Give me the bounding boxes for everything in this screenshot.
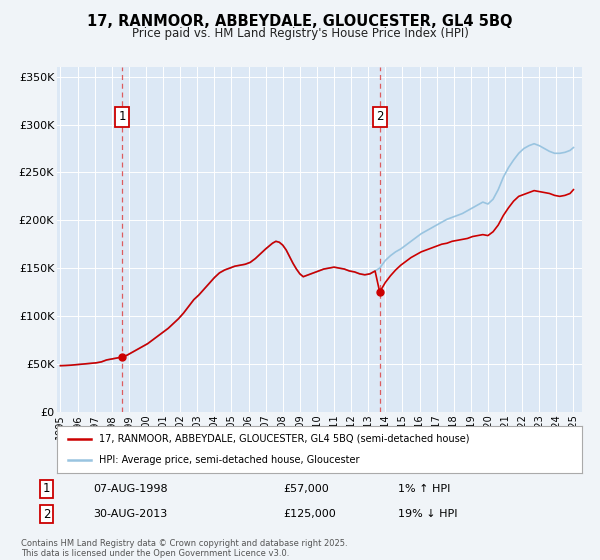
Text: £57,000: £57,000: [283, 484, 329, 494]
Text: £125,000: £125,000: [283, 509, 336, 519]
Text: HPI: Average price, semi-detached house, Gloucester: HPI: Average price, semi-detached house,…: [99, 455, 359, 465]
Text: 07-AUG-1998: 07-AUG-1998: [93, 484, 167, 494]
Text: 2: 2: [43, 508, 50, 521]
Text: 1: 1: [118, 110, 126, 123]
Text: 1% ↑ HPI: 1% ↑ HPI: [398, 484, 451, 494]
Text: 17, RANMOOR, ABBEYDALE, GLOUCESTER, GL4 5BQ: 17, RANMOOR, ABBEYDALE, GLOUCESTER, GL4 …: [87, 14, 513, 29]
Text: 17, RANMOOR, ABBEYDALE, GLOUCESTER, GL4 5BQ (semi-detached house): 17, RANMOOR, ABBEYDALE, GLOUCESTER, GL4 …: [99, 434, 470, 444]
Text: Contains HM Land Registry data © Crown copyright and database right 2025.
This d: Contains HM Land Registry data © Crown c…: [21, 539, 347, 558]
Text: 2: 2: [376, 110, 383, 123]
Text: 30-AUG-2013: 30-AUG-2013: [93, 509, 167, 519]
Text: 1: 1: [43, 482, 50, 496]
Text: Price paid vs. HM Land Registry's House Price Index (HPI): Price paid vs. HM Land Registry's House …: [131, 27, 469, 40]
Text: 19% ↓ HPI: 19% ↓ HPI: [398, 509, 458, 519]
